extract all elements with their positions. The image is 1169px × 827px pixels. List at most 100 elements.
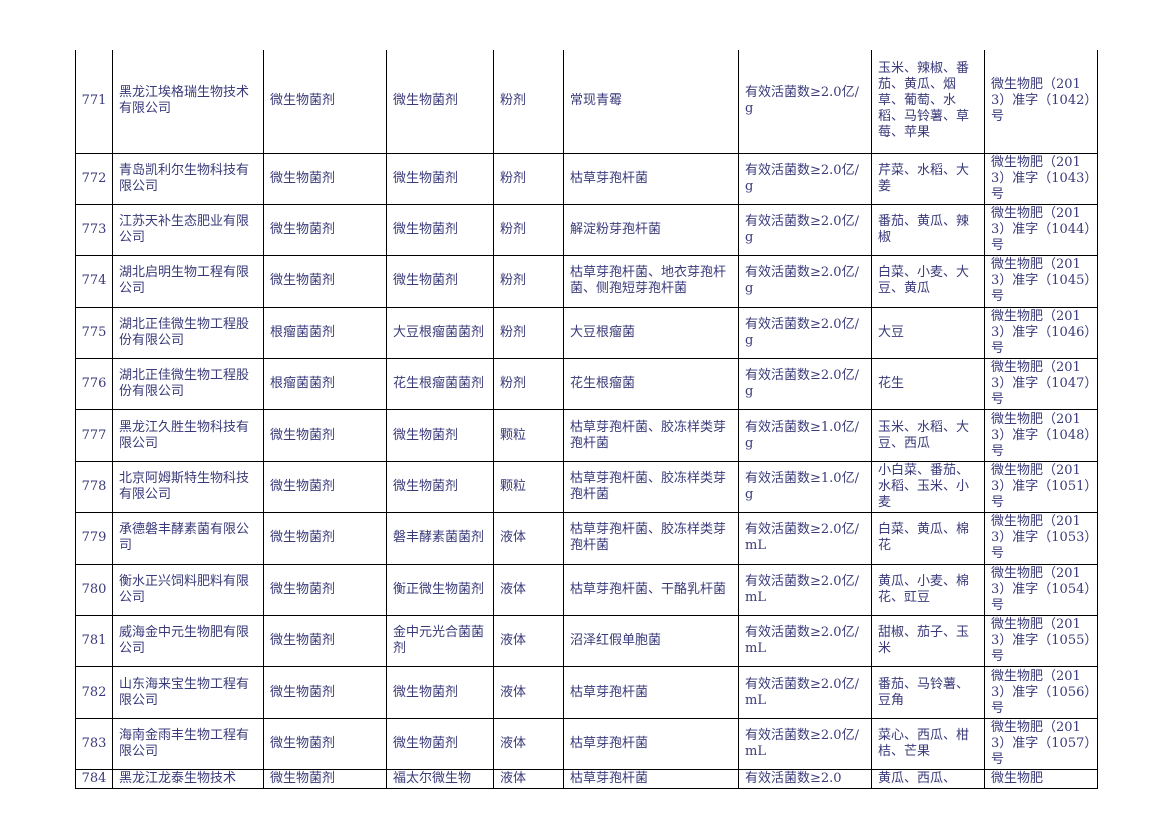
registration-number: 微生物肥（2013）准字（1045）号 <box>984 255 1098 308</box>
category: 微生物菌剂 <box>263 717 387 771</box>
applicable-crops: 黄瓜、小麦、棉花、豇豆 <box>871 563 985 617</box>
table-row: 775 湖北正佳微生物工程股份有限公司 根瘤菌菌剂 大豆根瘤菌菌剂 粉剂 大豆根瘤菌 有效活… <box>75 306 1098 360</box>
company-name: 威海金中元生物肥有限公司 <box>112 615 264 668</box>
row-number: 778 <box>75 460 113 514</box>
product-name: 微生物菌剂 <box>386 255 494 308</box>
applicable-crops: 黄瓜、西瓜、 <box>871 769 985 790</box>
registration-number: 微生物肥（2013）准字（1056）号 <box>984 666 1098 719</box>
registration-number: 微生物肥（2013）准字（1046）号 <box>984 306 1098 360</box>
registration-number: 微生物肥（2013）准字（1047）号 <box>984 358 1098 411</box>
effective-content: 有效活菌数≥1.0亿/g <box>738 460 872 514</box>
registration-number: 微生物肥 <box>984 769 1098 790</box>
dosage-form: 液体 <box>493 666 564 719</box>
company-name: 湖北正佳微生物工程股份有限公司 <box>112 306 264 360</box>
company-name: 山东海来宝生物工程有限公司 <box>112 666 264 719</box>
company-name: 黑龙江龙泰生物技术 <box>112 769 264 790</box>
strain-name: 大豆根瘤菌 <box>563 306 739 360</box>
registration-number: 微生物肥（2013）准字（1055）号 <box>984 615 1098 668</box>
table-row: 780 衡水正兴饲料肥料有限公司 微生物菌剂 衡正微生物菌剂 液体 枯草芽孢杆菌、干酪乳杆… <box>75 563 1098 617</box>
table-row: 774 湖北启明生物工程有限公司 微生物菌剂 微生物菌剂 粉剂 枯草芽孢杆菌、地衣芽孢杆菌… <box>75 255 1098 308</box>
applicable-crops: 菜心、西瓜、柑桔、芒果 <box>871 717 985 771</box>
company-name: 湖北正佳微生物工程股份有限公司 <box>112 358 264 411</box>
applicable-crops: 番茄、马铃薯、豆角 <box>871 666 985 719</box>
dosage-form: 液体 <box>493 563 564 617</box>
strain-name: 枯草芽孢杆菌、胶冻样类芽孢杆菌 <box>563 512 739 565</box>
category: 微生物菌剂 <box>263 666 387 719</box>
table-row: 782 山东海来宝生物工程有限公司 微生物菌剂 微生物菌剂 液体 枯草芽孢杆菌 有效活菌数≥… <box>75 666 1098 719</box>
dosage-form: 粉剂 <box>493 358 564 411</box>
category: 微生物菌剂 <box>263 512 387 565</box>
registration-number: 微生物肥（2013）准字（1057）号 <box>984 717 1098 771</box>
dosage-form: 粉剂 <box>493 203 564 257</box>
effective-content: 有效活菌数≥2.0亿/g <box>738 358 872 411</box>
applicable-crops: 番茄、黄瓜、辣椒 <box>871 203 985 257</box>
strain-name: 花生根瘤菌 <box>563 358 739 411</box>
row-number: 777 <box>75 409 113 462</box>
effective-content: 有效活菌数≥2.0亿/mL <box>738 615 872 668</box>
strain-name: 枯草芽孢杆菌、胶冻样类芽孢杆菌 <box>563 409 739 462</box>
effective-content: 有效活菌数≥2.0亿/g <box>738 50 872 154</box>
product-name: 福太尔微生物 <box>386 769 494 790</box>
strain-name: 枯草芽孢杆菌 <box>563 152 739 205</box>
effective-content: 有效活菌数≥2.0亿/g <box>738 306 872 360</box>
strain-name: 枯草芽孢杆菌、胶冻样类芽孢杆菌 <box>563 460 739 514</box>
strain-name: 枯草芽孢杆菌、干酪乳杆菌 <box>563 563 739 617</box>
table-row: 778 北京阿姆斯特生物科技有限公司 微生物菌剂 微生物菌剂 颗粒 枯草芽孢杆菌、胶冻样类… <box>75 460 1098 514</box>
dosage-form: 颗粒 <box>493 409 564 462</box>
company-name: 青岛凯利尔生物科技有限公司 <box>112 152 264 205</box>
dosage-form: 粉剂 <box>493 152 564 205</box>
dosage-form: 颗粒 <box>493 460 564 514</box>
product-name: 衡正微生物菌剂 <box>386 563 494 617</box>
row-number: 782 <box>75 666 113 719</box>
registration-number: 微生物肥（2013）准字（1044）号 <box>984 203 1098 257</box>
effective-content: 有效活菌数≥2.0亿/mL <box>738 666 872 719</box>
dosage-form: 液体 <box>493 615 564 668</box>
applicable-crops: 花生 <box>871 358 985 411</box>
dosage-form: 液体 <box>493 512 564 565</box>
table-row: 771 黑龙江埃格瑞生物技术有限公司 微生物菌剂 微生物菌剂 粉剂 常现青霉 有效活菌数≥2… <box>75 50 1098 154</box>
product-name: 微生物菌剂 <box>386 152 494 205</box>
category: 根瘤菌菌剂 <box>263 306 387 360</box>
strain-name: 枯草芽孢杆菌 <box>563 769 739 790</box>
effective-content: 有效活菌数≥2.0亿/g <box>738 255 872 308</box>
row-number: 781 <box>75 615 113 668</box>
registration-number: 微生物肥（2013）准字（1053）号 <box>984 512 1098 565</box>
table-row: 772 青岛凯利尔生物科技有限公司 微生物菌剂 微生物菌剂 粉剂 枯草芽孢杆菌 有效活菌数≥… <box>75 152 1098 205</box>
dosage-form: 粉剂 <box>493 306 564 360</box>
registration-table: 771 黑龙江埃格瑞生物技术有限公司 微生物菌剂 微生物菌剂 粉剂 常现青霉 有效活菌数≥2… <box>75 50 1098 790</box>
registration-number: 微生物肥（2013）准字（1048）号 <box>984 409 1098 462</box>
company-name: 衡水正兴饲料肥料有限公司 <box>112 563 264 617</box>
registration-number: 微生物肥（2013）准字（1051）号 <box>984 460 1098 514</box>
effective-content: 有效活菌数≥2.0 <box>738 769 872 790</box>
row-number: 771 <box>75 50 113 154</box>
table-row: 784 黑龙江龙泰生物技术 微生物菌剂 福太尔微生物 液体 枯草芽孢杆菌 有效活菌数≥2.0… <box>75 769 1098 790</box>
applicable-crops: 玉米、水稻、大豆、西瓜 <box>871 409 985 462</box>
product-name: 微生物菌剂 <box>386 666 494 719</box>
company-name: 江苏天补生态肥业有限公司 <box>112 203 264 257</box>
dosage-form: 液体 <box>493 769 564 790</box>
category: 微生物菌剂 <box>263 769 387 790</box>
product-name: 微生物菌剂 <box>386 409 494 462</box>
strain-name: 解淀粉芽孢杆菌 <box>563 203 739 257</box>
applicable-crops: 甜椒、茄子、玉米 <box>871 615 985 668</box>
effective-content: 有效活菌数≥2.0亿/g <box>738 152 872 205</box>
company-name: 湖北启明生物工程有限公司 <box>112 255 264 308</box>
strain-name: 常现青霉 <box>563 50 739 154</box>
effective-content: 有效活菌数≥1.0亿/g <box>738 409 872 462</box>
row-number: 780 <box>75 563 113 617</box>
strain-name: 枯草芽孢杆菌 <box>563 666 739 719</box>
company-name: 海南金雨丰生物工程有限公司 <box>112 717 264 771</box>
row-number: 784 <box>75 769 113 790</box>
applicable-crops: 玉米、辣椒、番茄、黄瓜、烟草、葡萄、水稻、马铃薯、草莓、苹果 <box>871 50 985 154</box>
row-number: 773 <box>75 203 113 257</box>
product-name: 花生根瘤菌菌剂 <box>386 358 494 411</box>
applicable-crops: 大豆 <box>871 306 985 360</box>
company-name: 黑龙江埃格瑞生物技术有限公司 <box>112 50 264 154</box>
product-name: 微生物菌剂 <box>386 460 494 514</box>
category: 微生物菌剂 <box>263 615 387 668</box>
row-number: 776 <box>75 358 113 411</box>
table-body: 771 黑龙江埃格瑞生物技术有限公司 微生物菌剂 微生物菌剂 粉剂 常现青霉 有效活菌数≥2… <box>75 50 1098 790</box>
registration-number: 微生物肥（2013）准字（1043）号 <box>984 152 1098 205</box>
category: 微生物菌剂 <box>263 152 387 205</box>
category: 微生物菌剂 <box>263 563 387 617</box>
